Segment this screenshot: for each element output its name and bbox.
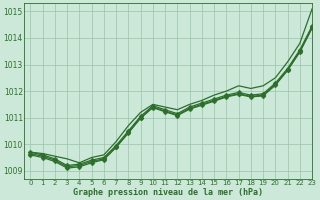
X-axis label: Graphe pression niveau de la mer (hPa): Graphe pression niveau de la mer (hPa) (73, 188, 263, 197)
